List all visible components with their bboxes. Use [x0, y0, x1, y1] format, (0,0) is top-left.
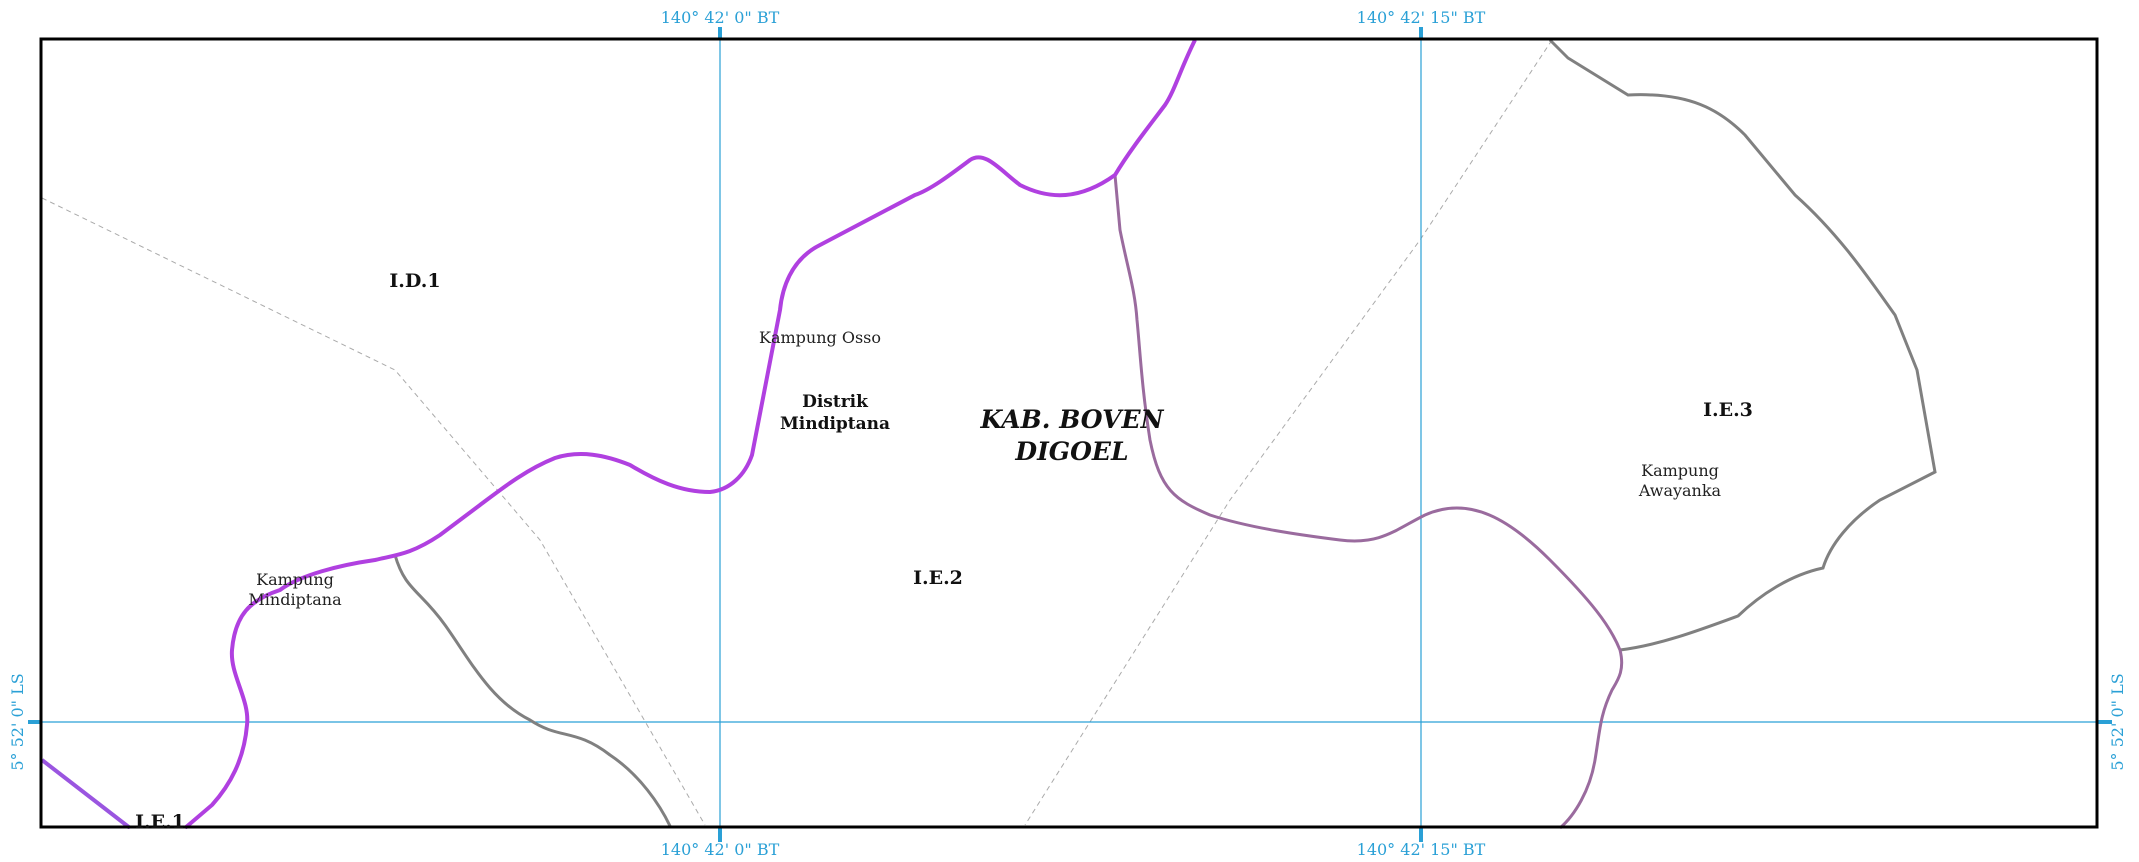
mask-left: [0, 0, 40, 862]
mask-right: [2098, 0, 2139, 862]
unit-label-ie2: I.E.2: [913, 567, 963, 589]
unit-boundary-ie1-ie2: [393, 554, 672, 827]
lon-label-bottom-left: 140° 42' 0" BT: [661, 840, 780, 859]
unit-label-id1: I.D.1: [389, 270, 440, 292]
dashed-boundary-west: [41, 197, 706, 826]
dashed-boundary-east: [1024, 39, 1553, 826]
unit-label-ie1: I.E.1: [135, 811, 185, 833]
village-label-mindiptana-line2: Mindiptana: [248, 590, 342, 609]
village-label-osso: Kampung Osso: [759, 328, 881, 347]
lon-label-top-right: 140° 42' 15" BT: [1357, 8, 1486, 27]
mask-top: [0, 0, 2139, 38]
village-label-awayanka-line1: Kampung: [1641, 461, 1719, 480]
graticule: [28, 27, 2112, 842]
lat-label-left: 5° 52' 0" LS: [8, 673, 27, 770]
map-frame: [39, 37, 2099, 829]
lat-label-right: 5° 52' 0" LS: [2108, 673, 2127, 770]
edge-segment-sw: [40, 758, 132, 830]
regency-label-line2: DIGOEL: [1014, 437, 1128, 466]
village-label-awayanka-line2: Awayanka: [1638, 481, 1722, 500]
lon-label-top-left: 140° 42' 0" BT: [661, 8, 780, 27]
shared-boundary-ie2-ie3: [1113, 174, 1624, 830]
unit-label-ie3: I.E.3: [1703, 399, 1753, 421]
district-boundary: [183, 39, 1197, 830]
lon-label-bottom-right: 140° 42' 15" BT: [1357, 840, 1486, 859]
district-label-line1: Distrik: [802, 392, 869, 412]
mask-bottom: [0, 829, 2139, 862]
village-label-mindiptana-line1: Kampung: [256, 570, 334, 589]
district-label-line2: Mindiptana: [780, 414, 890, 434]
unit-boundary-ie3: [1548, 38, 1937, 652]
regency-label-line1: KAB. BOVEN: [980, 405, 1165, 434]
